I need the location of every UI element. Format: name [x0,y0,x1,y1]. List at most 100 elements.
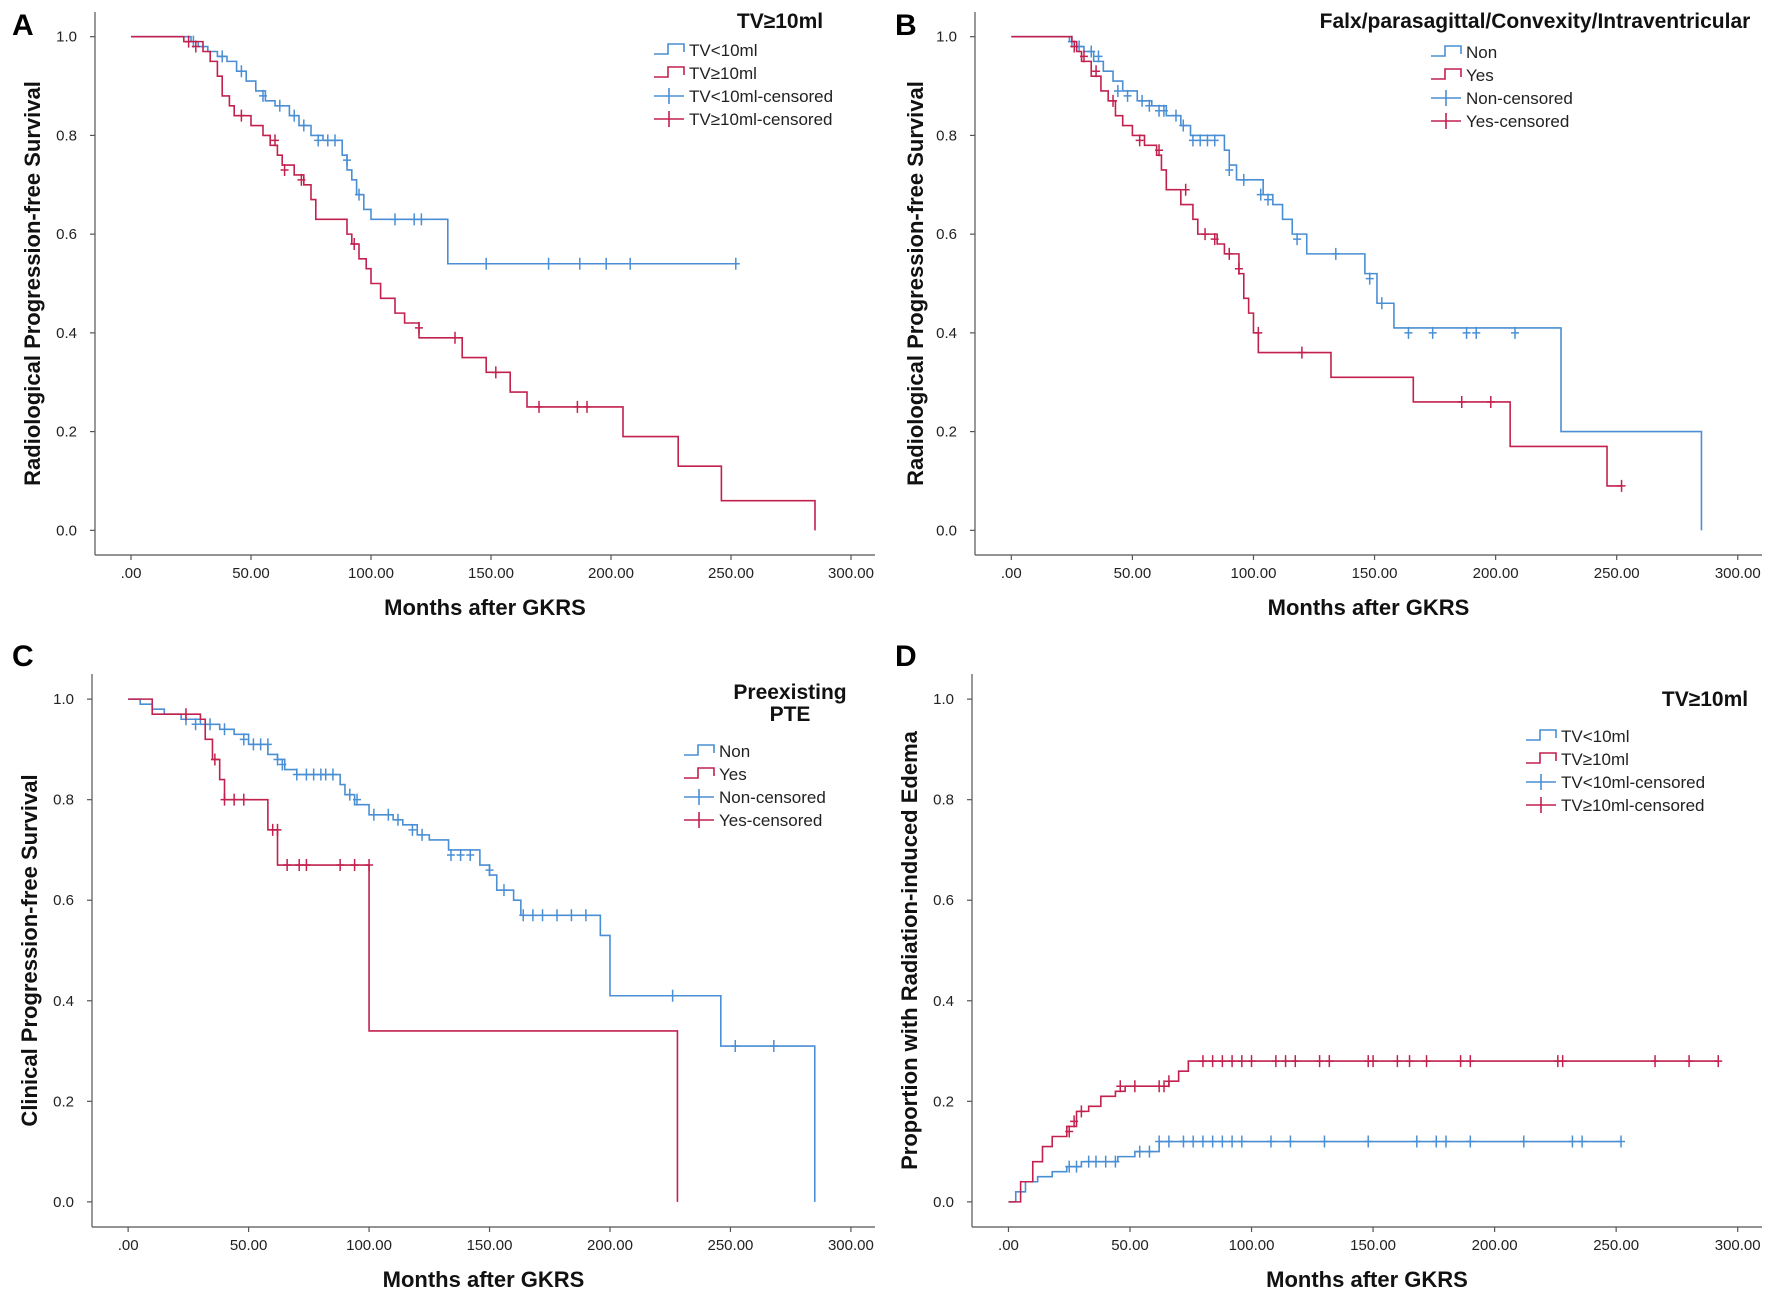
censored-mark [583,400,591,413]
censored-mark [1234,262,1243,275]
censored-mark [769,1040,778,1053]
censored-mark [1079,50,1088,63]
censored-mark [1685,1055,1694,1068]
censored-mark [1225,163,1234,176]
legend-label: Non-censored [1466,89,1573,108]
censored-mark [1116,1080,1125,1093]
censored-mark [369,808,378,821]
censored-mark [499,884,508,897]
y-tick-label: 0.4 [936,325,957,342]
legend-swatch-line [1431,68,1462,80]
censored-mark [230,793,239,806]
legend-item: Yes [684,765,747,784]
x-tick-label: 50.00 [232,565,270,582]
legend-label: TV≥10ml-censored [689,110,833,129]
legend-swatch-censor [1431,113,1461,129]
censored-mark [581,909,590,922]
censored-mark [191,40,200,53]
censored-mark [1070,1115,1079,1128]
censored-mark [1179,1135,1188,1148]
censored-mark [1160,1080,1169,1093]
legend-item: TV<10ml [654,41,758,60]
censored-mark [418,828,427,841]
x-tick-label: 100.00 [1229,1237,1275,1254]
y-tick-label: 1.0 [53,691,74,708]
censored-mark [239,793,248,806]
y-tick-label: 0.4 [53,993,74,1010]
x-tick-label: 300.00 [828,565,874,582]
censored-mark [1208,1135,1217,1148]
y-tick-label: 0.6 [56,226,77,243]
legend-label: Yes [719,765,747,784]
legend-label: Non [1466,43,1497,62]
censored-mark [1164,1075,1173,1088]
panel-letter: C [12,640,34,673]
censored-mark [1617,479,1626,492]
legend-title: Falx/parasagittal/Convexity/Intraventric… [1320,10,1751,33]
censored-mark [456,848,465,861]
legend-swatch-censor [684,789,714,805]
survival-step-line [131,35,736,265]
legend-label: Yes [1466,66,1494,85]
censored-mark [273,753,282,766]
series-group-2 [1008,1055,1723,1203]
legend-item: TV<10ml-censored [654,87,833,106]
panel-letter: A [12,9,34,42]
censored-mark [485,864,494,877]
censored-mark [417,213,426,226]
panel-letter: B [895,9,917,42]
x-tick-label: 100.00 [348,565,394,582]
censored-mark [1113,84,1122,97]
censored-mark [1094,50,1103,63]
censored-mark [290,109,299,122]
censored-mark [237,65,246,78]
x-axis-title: Months after GKRS [383,1267,585,1292]
censored-mark [1065,1125,1074,1138]
legend-swatch-line [1431,45,1462,57]
legend-item: TV≥10ml [1526,750,1629,769]
legend-item: TV<10ml-censored [1526,773,1705,792]
censored-mark [218,50,227,63]
censored-mark [239,733,248,746]
x-tick-label: .00 [998,1237,1019,1254]
censored-mark [1281,1055,1290,1068]
censored-mark [1617,1135,1626,1148]
censored-mark [1138,94,1147,107]
series-group-1 [128,698,816,1202]
censored-mark [278,758,287,771]
censored-mark [1130,1080,1139,1093]
censored-mark [336,859,345,872]
censored-mark [1072,1160,1081,1173]
censored-mark [1266,1135,1275,1148]
censored-mark [1164,1135,1173,1148]
censored-mark [575,257,584,270]
censored-mark [302,768,311,781]
series-group-2 [1011,35,1626,492]
x-tick-label: 200.00 [588,565,634,582]
censored-mark [299,119,308,132]
x-tick-label: 300.00 [1715,1237,1761,1254]
legend-item: Non-censored [684,788,826,807]
censored-mark [273,823,282,836]
y-axis-title: Clinical Progression-free Survival [17,774,42,1126]
legend-label: TV<10ml [689,41,758,60]
x-tick-label: .00 [118,1237,139,1254]
censored-mark [1201,228,1210,241]
y-axis-title: Proportion with Radiation-induced Edema [897,730,922,1170]
censored-mark [1237,1135,1246,1148]
legend-swatch-censor [1526,797,1556,813]
censored-mark [1084,1155,1093,1168]
censored-mark [292,768,301,781]
y-tick-label: 0.2 [53,1093,74,1110]
censored-mark [552,909,561,922]
censored-mark [1256,188,1265,201]
y-tick-label: 0.6 [933,892,954,909]
censored-mark [343,154,351,167]
x-tick-label: 300.00 [828,1237,874,1254]
censored-mark [1145,99,1154,112]
legend-item: Non [1431,43,1497,62]
panel-letter: D [895,640,917,673]
censored-mark [731,1040,740,1053]
censored-mark [1198,1135,1207,1148]
censored-mark [1466,1135,1475,1148]
